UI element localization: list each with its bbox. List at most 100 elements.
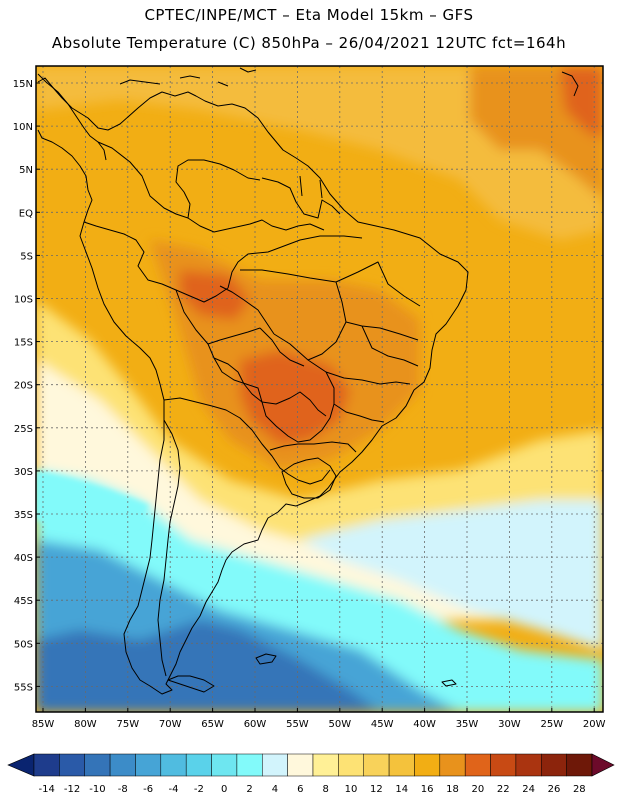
colorbar-label: 2: [246, 784, 252, 795]
border-brazil-north: [187, 217, 325, 233]
longitude-labels: 85W 80W 75W 70W 65W 60W 55W 50W 45W 40W 35W 30W 25W 2…: [32, 708, 606, 730]
colorbar-swatch: [338, 753, 364, 777]
colorbar-swatch: [541, 753, 567, 777]
colorbar-swatch: [287, 753, 314, 777]
colorbar-swatch: [160, 753, 187, 777]
colorbar-label: 0: [221, 784, 227, 795]
lon-label: 40W: [413, 719, 436, 730]
field-hot-core: [240, 350, 350, 445]
field-light-cyan: [300, 500, 603, 650]
border-argentina-north: [163, 397, 331, 485]
colorbar-label: -2: [194, 784, 204, 795]
colorbar-label: -8: [118, 784, 128, 795]
colorbar-label: -4: [169, 784, 179, 795]
lat-label: 10N: [13, 122, 33, 133]
colorbar-swatch: [135, 753, 162, 777]
lon-label: 65W: [201, 719, 224, 730]
colorbar-label: 6: [297, 784, 303, 795]
colorbar-swatch: [33, 753, 60, 777]
lat-label: 50S: [14, 639, 33, 650]
border-ecuador-peru: [83, 221, 229, 303]
colorbar-swatch: [211, 753, 238, 777]
colorbar-swatch: [363, 753, 390, 777]
lat-label: 40S: [14, 553, 33, 564]
map-title-line2: Absolute Temperature (C) 850hPa – 26/04/…: [51, 34, 567, 52]
colorbar-swatch: [388, 753, 415, 777]
lon-label: 55W: [286, 719, 309, 730]
field-hot-core-north: [180, 270, 250, 320]
colorbar-swatch: [236, 753, 263, 777]
lat-label: 10S: [14, 295, 33, 306]
colorbar-underflow-arrow: [7, 753, 35, 777]
lon-label: 25W: [540, 719, 563, 730]
colorbar-swatch: [312, 753, 339, 777]
lon-label: 60W: [244, 719, 267, 730]
lat-label: 15N: [13, 79, 33, 90]
latitude-labels: 15N 10N 5N EQ 5S 10S 15S 20S 25S 30S 35S 40S 45S 50S 5…: [13, 79, 40, 693]
country-borders: [37, 67, 579, 695]
colorbar: [7, 753, 615, 777]
colorbar-label: -10: [89, 784, 105, 795]
colorbar-label: 28: [573, 784, 586, 795]
border-argentina-chile: [157, 419, 181, 677]
border-brazil-states: [227, 235, 421, 423]
colorbar-swatch: [262, 753, 288, 777]
colorbar-labels: -14 -12 -10 -8 -6 -4 -2 0 2 4 6 8 10 12 14 16 18 20 22 24 26…: [39, 784, 586, 795]
colorbar-label: 12: [370, 784, 383, 795]
colorbar-label: 24: [522, 784, 535, 795]
colorbar-label: 10: [345, 784, 358, 795]
colorbar-overflow-arrow: [591, 753, 615, 777]
lat-label: 30S: [14, 467, 33, 478]
border-rio-grande: [269, 441, 357, 453]
lat-label: 15S: [14, 338, 33, 349]
lon-label: 50W: [328, 719, 351, 730]
colorbar-swatch: [414, 753, 441, 777]
colorbar-swatch: [84, 753, 111, 777]
colorbar-label: -14: [39, 784, 55, 795]
lat-label: 5S: [20, 251, 33, 262]
field-northern-ocean: [36, 66, 603, 240]
field-northeast-core: [560, 66, 603, 140]
border-uruguay: [281, 457, 337, 499]
caribbean-islands: [119, 67, 579, 97]
colorbar-swatch: [109, 753, 136, 777]
lat-label: 55S: [14, 682, 33, 693]
colorbar-swatch: [464, 753, 491, 777]
colorbar-label: 20: [471, 784, 484, 795]
colorbar-label: 22: [497, 784, 510, 795]
colorbar-label: -12: [64, 784, 80, 795]
colorbar-label: 4: [272, 784, 278, 795]
map-frame: [35, 65, 604, 713]
lon-label: 75W: [116, 719, 139, 730]
coastline-continent: [37, 77, 469, 695]
lon-label: 80W: [74, 719, 97, 730]
border-bolivia-paraguay: [213, 357, 327, 417]
lat-label: 5N: [19, 165, 33, 176]
colorbar-label: 18: [446, 784, 459, 795]
colorbar-label: 8: [322, 784, 328, 795]
colorbar-swatch: [515, 753, 542, 777]
colorbar-label: -6: [143, 784, 153, 795]
lat-label: 20S: [14, 381, 33, 392]
colorbar-swatch: [490, 753, 517, 777]
lat-label: 25S: [14, 424, 33, 435]
lat-label: EQ: [19, 208, 33, 219]
colorbar-swatch: [566, 753, 593, 777]
falkland-islands: [255, 653, 277, 665]
coastline-central-america: [37, 73, 107, 161]
temperature-field: [36, 66, 603, 712]
colorbar-swatch: [439, 753, 466, 777]
lon-label: 30W: [498, 719, 521, 730]
colorbar-swatch: [59, 753, 85, 777]
lon-label: 20W: [583, 719, 606, 730]
border-peru-bolivia-brazil: [175, 285, 335, 443]
lat-label: 35S: [14, 510, 33, 521]
lat-label: 45S: [14, 596, 33, 607]
lon-label: 70W: [159, 719, 182, 730]
lon-label: 85W: [32, 719, 55, 730]
map-title-line1: CPTEC/INPE/MCT – Eta Model 15km – GFS: [144, 6, 474, 24]
tierra-del-fuego: [167, 675, 457, 693]
colorbar-label: 14: [395, 784, 408, 795]
border-venezuela-colombia: [97, 141, 261, 219]
